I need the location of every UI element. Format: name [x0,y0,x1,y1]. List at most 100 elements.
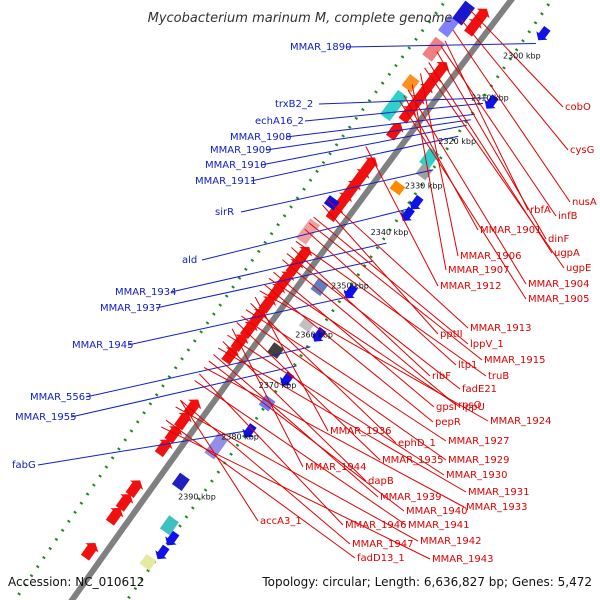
leader-line [70,365,297,418]
leader-line [198,373,344,526]
gene-label-right: rpsO [458,400,482,411]
leader-line [213,354,379,498]
forward-gene-arrow [155,544,170,560]
gene-label-right: MMAR_1947 [352,539,414,550]
leader-line [318,97,488,105]
tick-label-9: 2380 kbp [221,433,259,442]
forward-gene-arrow [279,371,295,386]
leader-line [468,8,564,108]
gene-label-right: MMAR_1913 [470,323,532,334]
tick-label-10: 2390 kbp [178,493,216,502]
gene-label-left: MMAR_1955 [15,412,77,423]
leader-line [304,102,484,122]
gene-label-left: ald [182,255,197,266]
gene-label-left: MMAR_1937 [100,303,162,314]
feature-block [310,277,329,297]
leader-line [208,360,405,512]
gene-label-right: truB [488,371,509,382]
gene-label-right: MMAR_1943 [432,554,494,565]
gene-label-right: ugpA [554,248,580,259]
leader-line [217,347,467,493]
feature-block [452,0,475,26]
leader-line [180,399,351,545]
leader-line [285,113,475,138]
gene-label-right: MMAR_1905 [528,294,590,305]
gene-label-right: MMAR_1941 [408,520,470,531]
leader-line [407,89,527,285]
gene-label-right: dapB [368,476,394,487]
gene-label-left: MMAR_1890 [290,42,352,53]
gene-label-right: MMAR_1940 [406,506,468,517]
leader-line [436,51,547,240]
leader-line [399,100,527,300]
leader-line [179,399,259,522]
genome-summary-text: Topology: circular; Length: 6,636,827 bp… [261,575,592,589]
reverse-gene-arrow [174,412,192,431]
reverse-gene-arrow [164,426,182,444]
gene-label-left: MMAR_1934 [115,287,177,298]
reverse-gene-arrow [464,19,482,37]
leader-line [236,321,381,461]
gene-label-right: cobO [565,102,591,113]
feature-block [438,15,459,38]
leader-line [254,296,329,432]
leader-line [85,346,311,398]
gene-label-left: MMAR_5563 [30,392,92,403]
leader-line [345,42,536,48]
leader-line [160,426,431,560]
reverse-gene-arrow [221,347,239,365]
leader-line [268,277,461,408]
feature-block [267,342,284,359]
leader-line [127,296,347,346]
leader-line [286,253,461,390]
leader-line [322,204,439,335]
gene-label-left: trxB2_2 [275,99,313,110]
reverse-gene-arrow [80,543,99,561]
gene-label-right: MMAR_1946 [345,520,407,531]
leader-line [265,119,471,151]
gene-label-right: ltp1 [458,360,477,371]
leader-line [419,73,459,257]
reverse-gene-arrow [105,508,124,526]
feature-block [419,147,440,170]
tick-label-2: 2310 kbp [471,93,509,102]
reverse-gene-arrow [385,123,404,141]
gene-label-right: MMAR_1933 [466,502,528,513]
leader-line [203,366,465,508]
tick-label-8: 2370 kbp [259,381,297,390]
tick-label-6: 2350 kbp [331,282,369,291]
accession-text: Accession: NC_010612 [8,575,144,589]
tick-label-4: 2330 kbp [405,182,443,191]
leader-line [165,419,356,559]
reverse-gene-arrow [325,204,344,223]
leader-line [263,284,434,423]
gene-label-right: dinF [548,234,569,245]
gene-label-right: nusA [572,197,597,208]
leader-line [424,67,565,269]
leader-line [444,40,529,211]
reverse-gene-arrow [115,494,134,512]
gene-label-right: MMAR_1942 [420,536,482,547]
leader-line [194,380,407,526]
feature-block [422,36,446,62]
feature-block [298,317,315,333]
feature-block [389,180,406,196]
leader-line [170,242,387,293]
gene-label-left: MMAR_1910 [205,160,267,171]
label-leader-lines [37,8,571,560]
leader-line [365,146,439,287]
gene-label-right: MMAR_1929 [448,455,510,466]
gene-label-right: MMAR_1927 [448,436,510,447]
gene-label-left: fabG [12,460,36,471]
gene-label-right: pptII [440,329,463,340]
gene-label-right: rbfA [530,205,551,216]
gene-label-right: MMAR_1912 [440,281,502,292]
gene-label-right: MMAR_1904 [528,279,590,290]
forward-gene-arrow [409,194,424,210]
gene-label-right: lppU [462,402,485,413]
leader-line [411,84,447,271]
kbp-ticks: 2300 kbp 2310 kbp 2320 kbp 2330 kbp 2340 kbp… [178,51,541,501]
feature-block [171,472,190,492]
gene-label-left: echA16_2 [255,116,304,127]
